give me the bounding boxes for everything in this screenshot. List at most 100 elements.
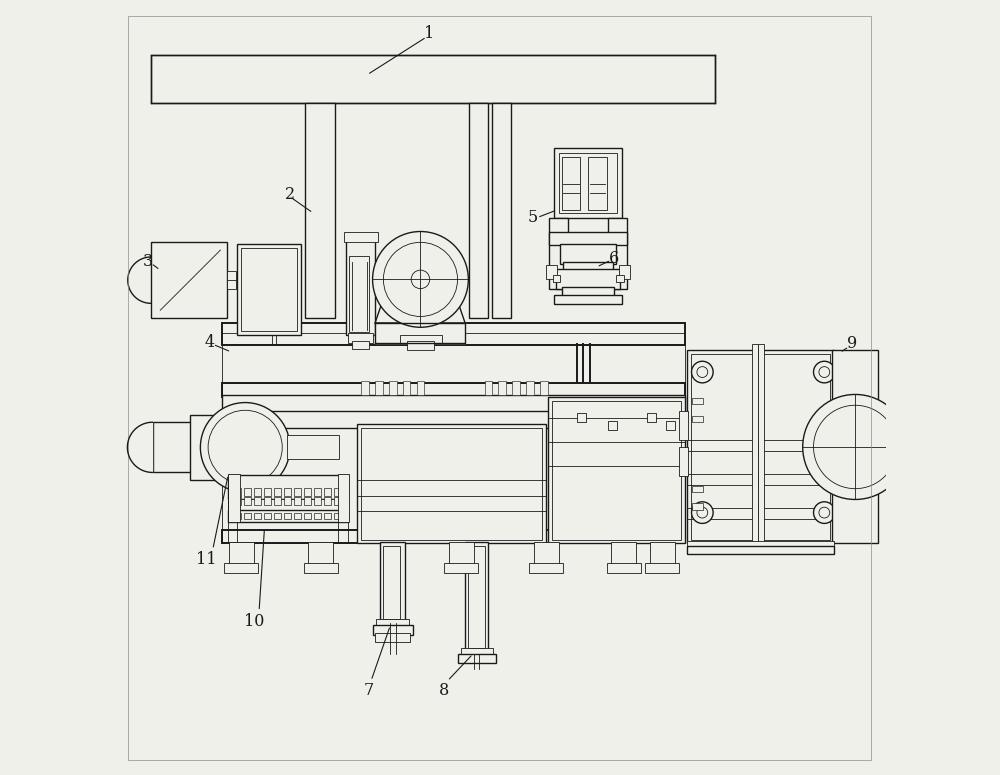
Bar bbox=[650, 542, 675, 563]
Bar bbox=[692, 398, 703, 405]
Bar bbox=[534, 542, 559, 563]
Bar bbox=[324, 497, 331, 505]
Bar bbox=[334, 488, 341, 495]
Bar bbox=[549, 218, 568, 288]
Bar bbox=[304, 563, 338, 573]
Bar bbox=[492, 103, 511, 318]
Bar bbox=[465, 542, 488, 652]
Bar bbox=[485, 381, 492, 395]
Bar bbox=[305, 103, 335, 318]
Bar bbox=[389, 381, 397, 395]
Bar bbox=[287, 436, 339, 459]
Polygon shape bbox=[127, 422, 152, 473]
Bar bbox=[308, 542, 333, 563]
Bar bbox=[227, 271, 236, 289]
Bar bbox=[549, 232, 627, 245]
Bar bbox=[229, 542, 254, 563]
Bar bbox=[190, 415, 227, 480]
Bar bbox=[687, 350, 834, 543]
Bar bbox=[468, 546, 485, 648]
Bar bbox=[274, 488, 281, 495]
Bar bbox=[151, 56, 715, 103]
Bar bbox=[274, 512, 281, 518]
Circle shape bbox=[697, 367, 708, 377]
Bar bbox=[373, 625, 413, 635]
Circle shape bbox=[814, 405, 897, 489]
Circle shape bbox=[697, 507, 708, 518]
Bar bbox=[349, 257, 369, 332]
Bar bbox=[400, 335, 442, 343]
Bar bbox=[444, 563, 478, 573]
Bar bbox=[529, 563, 563, 573]
Bar bbox=[348, 333, 373, 343]
Bar bbox=[577, 413, 586, 422]
Text: 1: 1 bbox=[424, 26, 434, 43]
Bar bbox=[619, 266, 630, 280]
Circle shape bbox=[819, 507, 830, 518]
Bar bbox=[228, 498, 348, 511]
Bar bbox=[540, 381, 548, 395]
Bar bbox=[294, 497, 301, 505]
Circle shape bbox=[383, 243, 458, 316]
Bar bbox=[383, 546, 400, 619]
Bar bbox=[548, 397, 685, 543]
Bar bbox=[264, 512, 271, 518]
Bar bbox=[608, 218, 627, 288]
Bar bbox=[526, 381, 534, 395]
Bar bbox=[546, 266, 557, 280]
Bar bbox=[562, 287, 614, 296]
Circle shape bbox=[411, 270, 430, 288]
Text: 9: 9 bbox=[847, 335, 857, 352]
Circle shape bbox=[692, 501, 713, 523]
Bar bbox=[361, 428, 542, 539]
Circle shape bbox=[200, 402, 290, 492]
Bar bbox=[304, 512, 311, 518]
Bar bbox=[234, 512, 241, 518]
Bar bbox=[304, 488, 311, 495]
Text: 2: 2 bbox=[285, 186, 295, 203]
Bar bbox=[832, 350, 878, 543]
Bar bbox=[244, 497, 251, 505]
Bar bbox=[407, 341, 434, 350]
Bar bbox=[151, 243, 227, 318]
Bar bbox=[346, 239, 375, 335]
Bar bbox=[752, 344, 758, 543]
Bar bbox=[234, 497, 241, 505]
Bar bbox=[224, 563, 258, 573]
Text: 7: 7 bbox=[364, 682, 374, 699]
Bar bbox=[554, 294, 622, 304]
Bar bbox=[647, 413, 656, 422]
Bar bbox=[338, 474, 349, 522]
Bar bbox=[645, 563, 679, 573]
Bar bbox=[222, 411, 685, 428]
Bar bbox=[687, 546, 834, 553]
Bar bbox=[375, 633, 410, 642]
Bar bbox=[458, 654, 496, 663]
Bar bbox=[264, 497, 271, 505]
Bar bbox=[254, 488, 261, 495]
Polygon shape bbox=[375, 323, 465, 343]
Bar bbox=[376, 619, 409, 627]
Bar bbox=[228, 475, 348, 499]
Circle shape bbox=[814, 361, 835, 383]
Bar bbox=[222, 323, 685, 345]
Bar bbox=[679, 447, 688, 477]
Bar bbox=[234, 488, 241, 495]
Bar bbox=[334, 512, 341, 518]
Bar bbox=[607, 563, 641, 573]
Text: 3: 3 bbox=[143, 253, 153, 270]
Bar bbox=[314, 488, 321, 495]
Bar bbox=[560, 244, 616, 264]
Bar bbox=[556, 269, 620, 288]
Text: 6: 6 bbox=[609, 250, 619, 267]
Bar bbox=[361, 381, 369, 395]
Circle shape bbox=[373, 232, 468, 327]
Bar bbox=[562, 157, 580, 210]
Bar bbox=[152, 422, 191, 473]
Bar bbox=[294, 488, 301, 495]
Bar bbox=[357, 424, 546, 543]
Bar bbox=[552, 401, 681, 539]
Bar bbox=[403, 381, 410, 395]
Bar bbox=[559, 153, 617, 213]
Text: 4: 4 bbox=[205, 334, 215, 351]
